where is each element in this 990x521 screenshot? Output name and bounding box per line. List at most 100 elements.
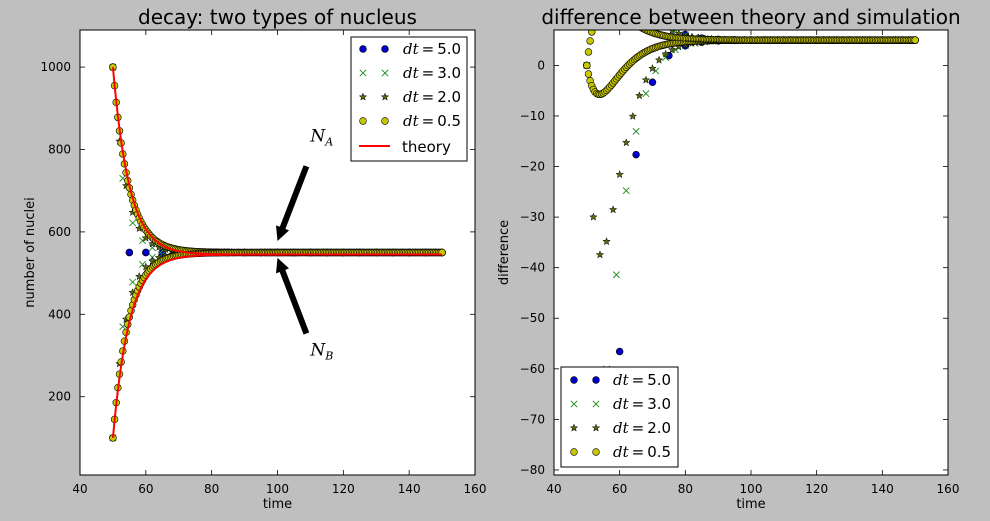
right-legend-marker bbox=[569, 423, 579, 432]
right-y-tick-label: −50 bbox=[520, 311, 545, 325]
left-y-axis-label: number of nuclei bbox=[23, 197, 38, 307]
right-point-A bbox=[622, 187, 630, 195]
right-legend-marker bbox=[592, 400, 600, 408]
left-series-group bbox=[108, 62, 447, 442]
right-point-A bbox=[589, 212, 598, 221]
left-legend-marker bbox=[359, 117, 367, 125]
right-y-tick-label: −60 bbox=[520, 362, 545, 376]
right-point-B bbox=[584, 48, 593, 56]
left-y-tick-label: 600 bbox=[48, 225, 71, 239]
left-legend-label-dt-5: dt = 5.0 bbox=[403, 40, 461, 58]
left-x-tick-label: 100 bbox=[266, 482, 289, 496]
left-point-A bbox=[129, 219, 137, 227]
right-point-B bbox=[911, 36, 919, 44]
right-point-A bbox=[667, 45, 677, 54]
right-series-group bbox=[582, 0, 920, 397]
right-legend-marker bbox=[570, 376, 578, 384]
right-x-tick-label: 40 bbox=[546, 482, 561, 496]
right-legend-label-dt-5: dt = 5.0 bbox=[613, 371, 671, 389]
right-point-B bbox=[649, 0, 656, 2]
right-x-tick-label: 140 bbox=[871, 482, 894, 496]
right-y-axis-label: difference bbox=[497, 220, 512, 285]
right-legend-marker bbox=[592, 448, 600, 456]
left-point-B bbox=[141, 262, 151, 271]
right-legend-label-dt-0.5: dt = 0.5 bbox=[613, 443, 671, 461]
right-legend-marker bbox=[592, 376, 600, 384]
right-x-axis-label: time bbox=[736, 497, 765, 512]
right-y-tick-label: −30 bbox=[520, 210, 545, 224]
left-legend-box bbox=[350, 36, 468, 162]
annotations: NA NB bbox=[276, 126, 333, 363]
right-title: difference between theory and simulation bbox=[541, 5, 960, 29]
right-point-A bbox=[648, 63, 657, 73]
right-point-B bbox=[583, 61, 591, 70]
left-y-tick-label: 400 bbox=[48, 307, 71, 321]
right-y-tick-label: −80 bbox=[520, 463, 545, 477]
left-legend-marker bbox=[380, 92, 390, 101]
right-y-tick-label: −70 bbox=[520, 412, 545, 426]
left-y-tick-label: 1000 bbox=[40, 60, 71, 74]
left-frame bbox=[79, 29, 476, 476]
right-point-A bbox=[632, 127, 640, 135]
annotation-label-na: NA bbox=[309, 126, 333, 148]
right-point-B bbox=[588, 30, 596, 36]
annotation-arrow-a bbox=[276, 165, 310, 241]
right-legend: dt = 5.0 dt = 3.0 dt = 2.0 dt = 0.5 bbox=[560, 366, 679, 468]
left-y-tick-label: 200 bbox=[48, 390, 71, 404]
right-point-A bbox=[584, 70, 593, 78]
left-point-B bbox=[129, 278, 137, 286]
right-series-dt-0.5 bbox=[583, 30, 919, 99]
left-legend-label-theory: theory bbox=[402, 138, 451, 156]
annotation-label-nb: NB bbox=[309, 341, 333, 363]
right-legend-marker bbox=[591, 423, 601, 432]
left-y-tick-label: 800 bbox=[48, 142, 71, 156]
right-point-A bbox=[602, 237, 611, 246]
left-title: decay: two types of nucleus bbox=[138, 5, 417, 29]
right-point-A bbox=[662, 54, 670, 62]
right-point-A bbox=[621, 138, 631, 147]
right-x-tick-label: 80 bbox=[678, 482, 693, 496]
left-legend-marker bbox=[381, 69, 389, 77]
left-x-tick-label: 120 bbox=[332, 482, 355, 496]
left-ticks: 40 60 80 100 120 140 160 200 400 600 800 1000 bbox=[40, 30, 486, 496]
right-point-A bbox=[612, 271, 620, 279]
left-x-tick-label: 80 bbox=[204, 482, 219, 496]
right-frame bbox=[553, 29, 949, 476]
right-point-A bbox=[595, 250, 605, 259]
left-legend-label-dt-2: dt = 2.0 bbox=[403, 88, 461, 106]
left-legend: dt = 5.0 dt = 3.0 dt = 2.0 dt = 0.5 theory bbox=[350, 36, 468, 162]
left-x-tick-label: 140 bbox=[398, 482, 421, 496]
right-point-A bbox=[628, 111, 638, 120]
left-legend-marker bbox=[381, 45, 389, 53]
right-x-tick-label: 160 bbox=[937, 482, 960, 496]
left-legend-marker bbox=[381, 117, 389, 125]
right-point-A bbox=[641, 75, 651, 84]
right-point-A bbox=[608, 205, 618, 214]
right-point-A bbox=[615, 170, 624, 179]
right-ticks: 40 60 80 100 120 140 160 0 −10 −20 −30 −40 −50 −60 −70… bbox=[520, 30, 960, 496]
right-point-A bbox=[654, 55, 664, 64]
right-point-A bbox=[661, 49, 670, 58]
left-legend-marker bbox=[359, 69, 367, 77]
right-y-tick-label: −10 bbox=[520, 109, 545, 123]
left-x-tick-label: 160 bbox=[464, 482, 487, 496]
right-point-A bbox=[642, 90, 650, 98]
annotation-arrow-b bbox=[276, 257, 310, 335]
left-point-B bbox=[142, 248, 150, 257]
right-legend-label-dt-3: dt = 3.0 bbox=[613, 395, 671, 413]
right-legend-box bbox=[560, 366, 679, 468]
right-legend-marker bbox=[570, 400, 578, 408]
right-point-B bbox=[586, 37, 594, 45]
theory-line-B bbox=[111, 253, 443, 439]
right-x-tick-label: 60 bbox=[612, 482, 627, 496]
right-legend-label-dt-2: dt = 2.0 bbox=[613, 419, 671, 437]
left-legend-marker bbox=[358, 92, 368, 101]
left-point-B bbox=[125, 248, 134, 257]
right-point-B bbox=[642, 0, 649, 5]
right-x-tick-label: 120 bbox=[805, 482, 828, 496]
left-legend-marker bbox=[359, 45, 367, 53]
right-y-tick-label: −20 bbox=[520, 160, 545, 174]
right-point-A bbox=[635, 91, 644, 100]
